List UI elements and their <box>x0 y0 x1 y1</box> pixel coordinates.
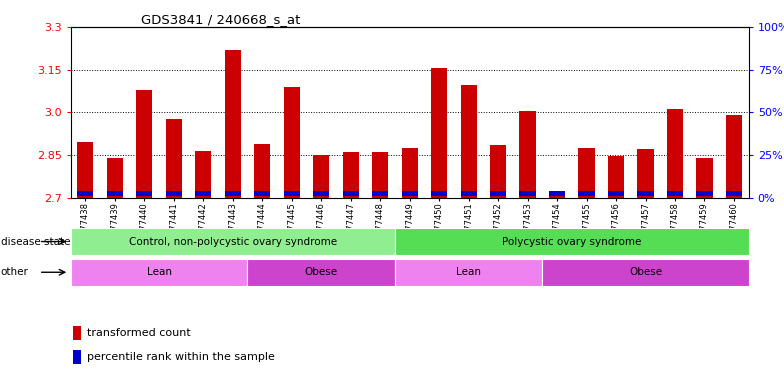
Bar <box>71 228 395 255</box>
Bar <box>372 152 388 198</box>
Bar <box>608 191 624 196</box>
Bar <box>549 191 565 196</box>
Text: Obese: Obese <box>629 267 662 277</box>
Bar <box>71 259 248 286</box>
Text: transformed count: transformed count <box>87 328 191 338</box>
Text: Lean: Lean <box>456 267 481 277</box>
Bar <box>77 142 93 198</box>
Bar <box>343 191 359 196</box>
Bar <box>284 87 299 198</box>
Bar <box>431 68 447 198</box>
Bar <box>372 191 388 196</box>
Bar <box>637 191 654 196</box>
Text: other: other <box>1 267 29 277</box>
Bar <box>520 111 535 198</box>
Bar <box>313 155 329 198</box>
Bar <box>667 191 683 196</box>
Bar <box>520 191 535 196</box>
Bar <box>136 191 152 196</box>
Bar <box>726 115 742 198</box>
Bar <box>579 148 594 198</box>
Text: disease state: disease state <box>1 237 71 247</box>
Bar <box>107 191 123 196</box>
Bar <box>460 191 477 196</box>
Bar <box>248 259 395 286</box>
Bar <box>254 191 270 196</box>
Text: Obese: Obese <box>305 267 338 277</box>
Bar <box>460 85 477 198</box>
Bar <box>195 151 212 198</box>
Bar <box>696 191 713 196</box>
Bar <box>107 158 123 198</box>
Text: percentile rank within the sample: percentile rank within the sample <box>87 352 275 362</box>
Text: GDS3841 / 240668_s_at: GDS3841 / 240668_s_at <box>141 13 300 26</box>
Bar <box>401 191 418 196</box>
Bar <box>667 109 683 198</box>
Bar <box>254 144 270 198</box>
Bar <box>136 89 152 198</box>
Bar <box>343 152 359 198</box>
Bar <box>696 158 713 198</box>
Bar <box>549 190 565 198</box>
Bar <box>195 191 212 196</box>
Bar <box>77 191 93 196</box>
Bar <box>72 350 81 364</box>
Bar <box>490 191 506 196</box>
Text: Lean: Lean <box>147 267 172 277</box>
Bar <box>395 259 543 286</box>
Text: Control, non-polycystic ovary syndrome: Control, non-polycystic ovary syndrome <box>129 237 337 247</box>
Bar <box>165 119 182 198</box>
Bar <box>225 191 241 196</box>
Bar <box>543 259 749 286</box>
Bar <box>165 191 182 196</box>
Bar <box>608 156 624 198</box>
Bar <box>431 191 447 196</box>
Bar <box>395 228 749 255</box>
Text: Polycystic ovary syndrome: Polycystic ovary syndrome <box>502 237 641 247</box>
Bar <box>225 50 241 198</box>
Bar <box>72 326 81 340</box>
Bar <box>637 149 654 198</box>
Bar <box>490 145 506 198</box>
Bar <box>726 191 742 196</box>
Bar <box>401 148 418 198</box>
Bar <box>284 191 299 196</box>
Bar <box>313 191 329 196</box>
Bar <box>579 191 594 196</box>
